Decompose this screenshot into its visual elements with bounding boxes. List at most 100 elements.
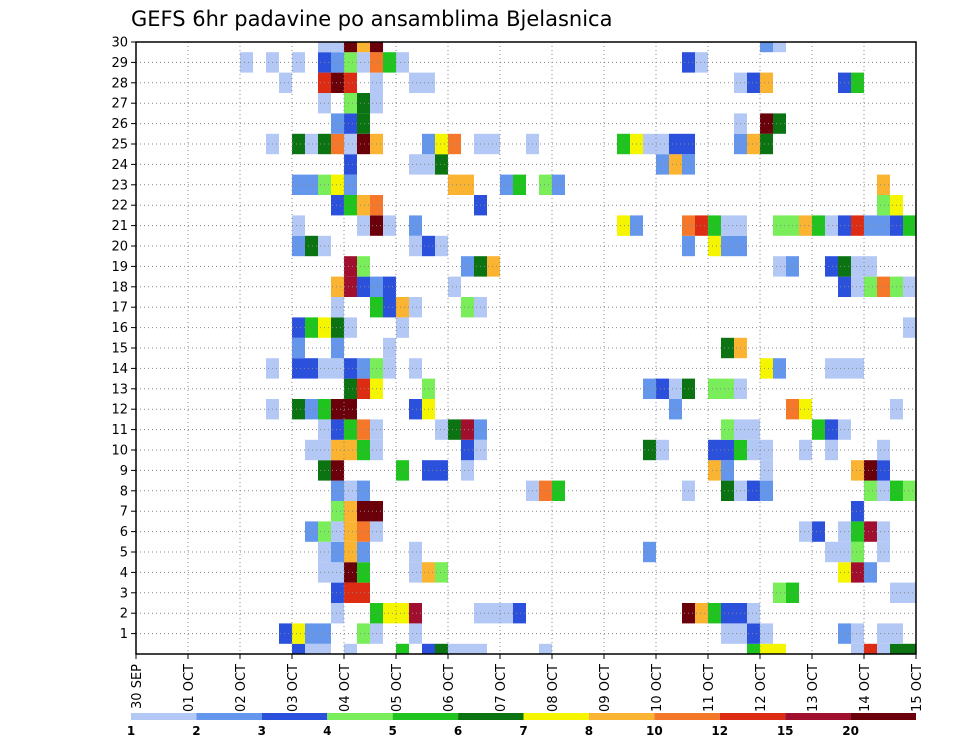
heatmap-cell — [292, 358, 305, 379]
legend-color-swatch — [392, 713, 459, 720]
heatmap-cell — [721, 378, 734, 399]
heatmap-cell — [747, 643, 760, 654]
x-tick-label: 04 OCT — [338, 664, 353, 712]
heatmap-cell — [643, 439, 656, 461]
x-tick-label: 10 OCT — [650, 664, 665, 712]
heatmap-cell — [344, 541, 357, 563]
x-tick-label: 13 OCT — [806, 664, 821, 712]
heatmap-cell — [344, 154, 357, 175]
heatmap-cell — [851, 276, 864, 297]
heatmap-cell — [500, 603, 513, 624]
heatmap-cell — [383, 52, 396, 73]
heatmap-cell — [721, 603, 734, 624]
heatmap-cell — [773, 582, 786, 603]
heatmap-cell — [864, 643, 877, 654]
heatmap-cell — [669, 133, 682, 155]
heatmap-cell — [461, 174, 474, 195]
heatmap-cell — [461, 256, 474, 277]
heatmap-cell — [773, 256, 786, 277]
heatmap-cell — [721, 235, 734, 257]
y-tick-label: 16 — [111, 321, 128, 336]
heatmap-cell — [344, 582, 357, 603]
x-tick-label: 02 OCT — [234, 664, 249, 712]
heatmap-cell — [292, 174, 305, 195]
y-tick-label: 13 — [111, 382, 128, 397]
heatmap-cell — [292, 623, 305, 644]
heatmap-cell — [760, 623, 773, 644]
heatmap-cell — [747, 72, 760, 93]
heatmap-cell — [435, 235, 448, 257]
heatmap-cell — [695, 215, 708, 236]
heatmap-cell — [461, 439, 474, 461]
heatmap-cell — [305, 521, 318, 542]
heatmap-cell — [344, 643, 357, 654]
heatmap-cell — [331, 582, 344, 603]
heatmap-cell — [799, 521, 812, 542]
heatmap-cell — [409, 603, 422, 624]
heatmap-cell — [292, 317, 305, 338]
heatmap-cell — [331, 480, 344, 501]
heatmap-cell — [331, 419, 344, 440]
heatmap-cell — [357, 521, 370, 542]
heatmap-cell — [396, 297, 409, 318]
heatmap-cell — [331, 52, 344, 73]
heatmap-cell — [331, 460, 344, 481]
heatmap-cell — [448, 276, 461, 297]
heatmap-cell — [708, 439, 721, 461]
heatmap-cell — [305, 174, 318, 195]
heatmap-cell — [773, 42, 786, 53]
heatmap-cell — [877, 195, 890, 216]
heatmap-cell — [461, 419, 474, 440]
heatmap-cell — [435, 133, 448, 155]
heatmap-cell — [305, 317, 318, 338]
y-tick-label: 14 — [111, 362, 128, 377]
y-tick-label: 4 — [120, 566, 128, 581]
heatmap-cell — [708, 460, 721, 481]
heatmap-cell — [344, 72, 357, 93]
heatmap-cell — [344, 378, 357, 399]
heatmap-cell — [721, 460, 734, 481]
heatmap-cell — [747, 439, 760, 461]
heatmap-cell — [773, 358, 786, 379]
heatmap-cell — [331, 113, 344, 134]
heatmap-cell — [305, 643, 318, 654]
legend-label: 2 — [192, 724, 200, 738]
y-tick-label: 30 — [111, 36, 128, 51]
heatmap-cell — [435, 460, 448, 481]
heatmap-cells — [240, 42, 916, 654]
heatmap-cell — [851, 521, 864, 542]
heatmap-cell — [877, 643, 890, 654]
y-tick-label: 23 — [111, 178, 128, 193]
y-tick-label: 8 — [120, 484, 128, 499]
heatmap-cell — [760, 113, 773, 134]
heatmap-cell — [656, 133, 669, 155]
heatmap-cell — [344, 480, 357, 501]
x-tick-label: 11 OCT — [702, 664, 717, 712]
heatmap-cell — [721, 623, 734, 644]
heatmap-cell — [409, 215, 422, 236]
heatmap-cell — [357, 42, 370, 53]
heatmap-cell — [877, 480, 890, 501]
heatmap-cell — [825, 419, 838, 440]
legend-label: 7 — [519, 724, 527, 738]
heatmap-cell — [851, 541, 864, 563]
heatmap-cell — [656, 154, 669, 175]
y-tick-label: 5 — [120, 546, 128, 561]
x-tick-label: 06 OCT — [442, 664, 457, 712]
heatmap-cell — [305, 358, 318, 379]
heatmap-cell — [851, 501, 864, 522]
heatmap-cell — [357, 215, 370, 236]
heatmap-cell — [409, 154, 422, 175]
heatmap-cell — [448, 133, 461, 155]
heatmap-cell — [396, 317, 409, 338]
heatmap-cell — [409, 541, 422, 563]
legend-color-swatch — [458, 713, 524, 720]
heatmap-cell — [305, 623, 318, 644]
heatmap-cell — [357, 276, 370, 297]
legend-label: 4 — [323, 724, 331, 738]
heatmap-cell — [357, 623, 370, 644]
heatmap-cell — [344, 42, 357, 53]
heatmap-cell — [357, 113, 370, 134]
heatmap-cell — [344, 562, 357, 583]
